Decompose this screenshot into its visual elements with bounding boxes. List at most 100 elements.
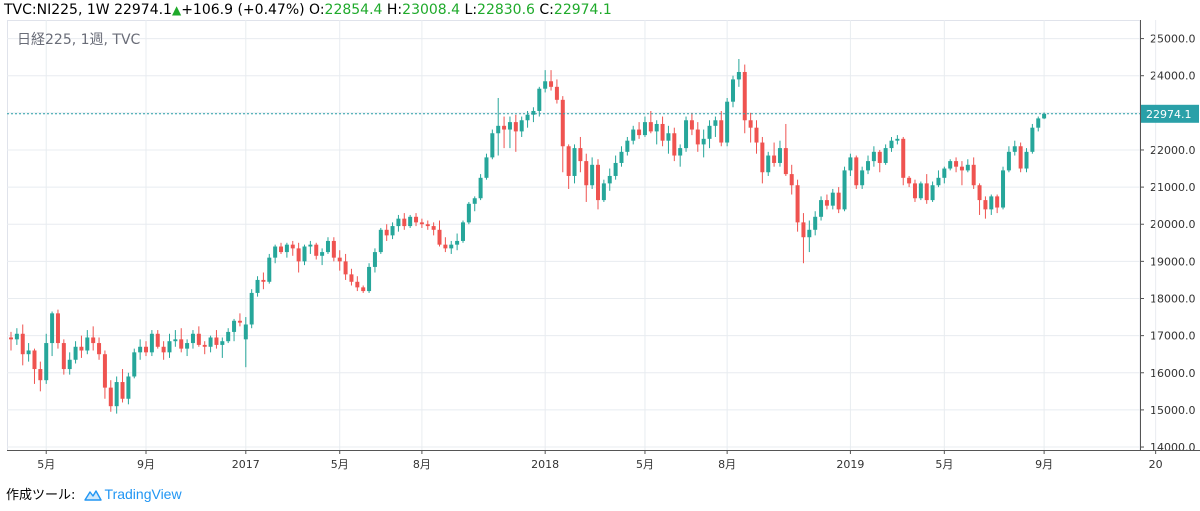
candle-body <box>959 166 964 171</box>
candle-body <box>343 261 348 275</box>
candle-body <box>642 122 647 136</box>
candle-body <box>666 133 671 141</box>
candle-body <box>290 244 295 249</box>
candle-body <box>830 192 835 206</box>
candle-body <box>871 151 876 162</box>
y-tick-label: 24000.0 <box>1150 70 1196 83</box>
candle-body <box>179 339 184 349</box>
candle-body <box>1036 118 1041 128</box>
candle-body <box>725 101 730 143</box>
candle-body <box>995 196 1000 208</box>
candle-body <box>936 177 941 186</box>
candle-body <box>302 246 307 262</box>
candle-body <box>138 346 143 353</box>
candle-body <box>983 200 988 210</box>
candle-body <box>912 183 917 199</box>
y-tick-label: 20000.0 <box>1150 218 1196 231</box>
candle-body <box>102 354 107 388</box>
candle-body <box>901 138 906 178</box>
open-label: O: <box>309 2 325 18</box>
candle-body <box>279 246 284 253</box>
candle-body <box>1030 127 1035 152</box>
candle-body <box>361 287 366 292</box>
candle-body <box>795 185 800 223</box>
candle-body <box>883 148 888 163</box>
candle-body <box>14 333 19 340</box>
candle-body <box>414 216 419 223</box>
candle-body <box>419 222 424 225</box>
candle-body <box>701 138 706 145</box>
candle-body <box>660 123 665 141</box>
candle-body <box>584 161 589 186</box>
x-tick-label: 20 <box>1149 458 1163 471</box>
x-tick-label: 9月 <box>137 458 155 471</box>
candle-body <box>126 376 131 399</box>
candle-body <box>349 274 354 282</box>
symbol-label[interactable]: TVC:NI225, 1W <box>4 2 110 18</box>
candle-body <box>637 129 642 136</box>
candle-body <box>73 346 78 360</box>
candle-body <box>249 292 254 325</box>
candle-body <box>631 129 636 141</box>
chart-frame[interactable]: 14000.0 15000.0 16000.0 17000.0 18000.0 19000… <box>7 20 1200 478</box>
candle-body <box>396 218 401 227</box>
candle-body <box>232 320 237 332</box>
candle-body <box>384 229 389 236</box>
candle-body <box>537 88 542 111</box>
candle-body <box>731 79 736 102</box>
candlestick-chart[interactable]: 14000.0 15000.0 16000.0 17000.0 18000.0 19000… <box>7 20 1200 478</box>
y-tick-label: 18000.0 <box>1150 292 1196 305</box>
candle-body <box>549 81 554 87</box>
last-price-tag <box>1141 104 1199 123</box>
candle-body <box>108 387 113 407</box>
tradingview-link[interactable]: TradingView <box>104 486 182 502</box>
candle-body <box>38 369 43 381</box>
candle-body <box>220 341 225 345</box>
candle-body <box>619 151 624 163</box>
candle-body <box>554 86 559 100</box>
candle-body <box>284 244 289 253</box>
candle-body <box>155 333 160 347</box>
candle-body <box>114 382 119 407</box>
candle-body <box>842 170 847 210</box>
candle-body <box>484 157 489 178</box>
candle-body <box>226 331 231 342</box>
candle-body <box>760 142 765 173</box>
candle-body <box>789 174 794 186</box>
candle-body <box>1024 151 1029 169</box>
y-tick-label: 22000.0 <box>1150 144 1196 157</box>
candle-body <box>672 133 677 156</box>
candle-body <box>408 216 413 227</box>
candle-body <box>214 337 219 345</box>
candle-body <box>689 120 694 130</box>
candle-body <box>173 339 178 342</box>
candle-body <box>989 196 994 210</box>
candle-body <box>378 229 383 253</box>
candle-body <box>185 343 190 349</box>
candle-body <box>261 279 266 282</box>
high-label: H: <box>386 2 403 18</box>
candle-body <box>202 344 207 347</box>
candle-body <box>877 151 882 163</box>
x-tick-label: 5月 <box>331 458 349 471</box>
candle-body <box>255 279 260 293</box>
candle-body <box>930 185 935 201</box>
y-tick-label: 14000.0 <box>1150 441 1196 454</box>
x-tick-label: 8月 <box>413 458 431 471</box>
candle-body <box>79 346 84 351</box>
candle-body <box>543 81 548 89</box>
candle-body <box>948 161 953 169</box>
candle-body <box>860 170 865 186</box>
candle-body <box>977 185 982 201</box>
candle-body <box>449 244 454 249</box>
low-value: 22830.6 <box>477 2 535 18</box>
candle-body <box>320 252 325 256</box>
tradingview-logo-icon <box>83 490 102 501</box>
candle-body <box>772 155 777 163</box>
candle-body <box>531 110 536 115</box>
candle-body <box>443 244 448 249</box>
candle-body <box>308 244 313 247</box>
candle-body <box>783 148 788 175</box>
candle-body <box>196 333 201 345</box>
candle-body <box>372 252 377 267</box>
